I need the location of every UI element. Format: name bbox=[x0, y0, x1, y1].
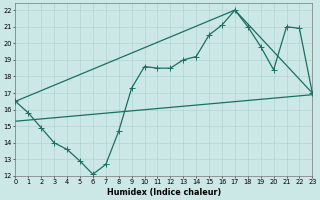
X-axis label: Humidex (Indice chaleur): Humidex (Indice chaleur) bbox=[107, 188, 221, 197]
